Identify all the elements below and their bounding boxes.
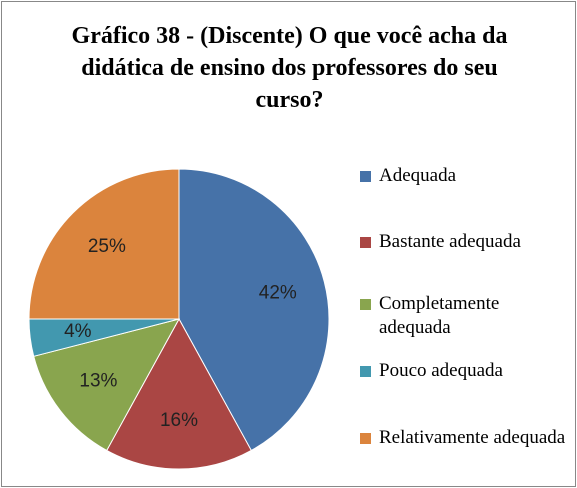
legend-item: Pouco adequada: [360, 359, 570, 383]
legend-item: Bastante adequada: [360, 230, 570, 254]
pie-slice: [106, 317, 252, 470]
legend-swatch: [360, 237, 371, 248]
pie-slice: [178, 168, 330, 452]
legend-swatch: [360, 171, 371, 182]
legend-label: Bastante adequada: [379, 231, 521, 252]
data-label: 4%: [64, 321, 92, 342]
legend-item: Adequada: [360, 164, 570, 188]
data-label: 42%: [259, 283, 297, 304]
pie-slice: [33, 318, 180, 452]
legend-label: Adequada: [379, 165, 457, 186]
legend-swatch: [360, 366, 371, 377]
legend-swatch: [360, 299, 371, 310]
data-label: 13%: [79, 371, 117, 392]
pie-slice: [28, 168, 180, 320]
legend-item: Relativamente adequada: [360, 426, 570, 450]
legend-swatch: [360, 433, 371, 444]
chart-title: Gráfico 38 - (Discente) O que você acha …: [71, 23, 508, 113]
legend-label: Pouco adequada: [379, 360, 503, 381]
data-label: 16%: [160, 410, 198, 431]
legend-label: Relativamente adequada: [379, 427, 566, 448]
legend-item: Completamente adequada: [360, 292, 570, 340]
data-label: 25%: [88, 236, 126, 257]
legend-label: Completamente adequada: [379, 293, 500, 338]
